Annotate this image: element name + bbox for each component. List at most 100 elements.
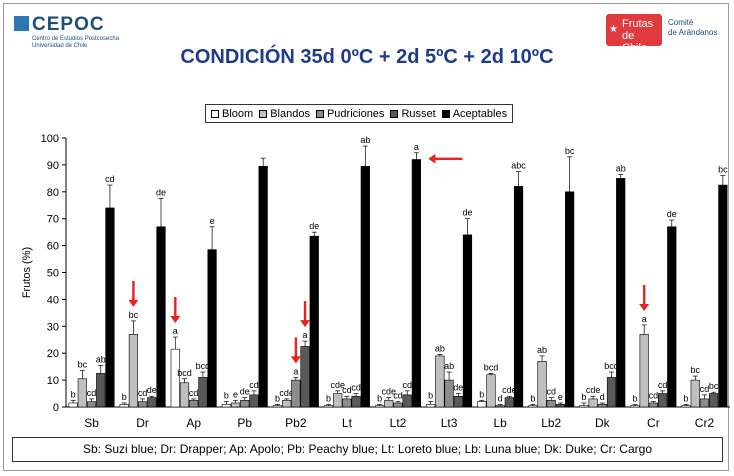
significance-label: cd xyxy=(342,385,352,395)
bar-pudriciones-dk xyxy=(597,404,607,408)
significance-label: cd xyxy=(249,380,259,390)
y-tick-label: 20 xyxy=(47,348,59,360)
significance-label: bc xyxy=(129,310,139,320)
bar-russet-lt xyxy=(351,395,361,408)
significance-label: cd xyxy=(351,383,361,393)
bar-bloom-lt2 xyxy=(374,405,385,408)
x-tick-label: Pb xyxy=(237,416,252,430)
red-arrow-head-icon xyxy=(639,303,650,311)
bar-aceptables-pb2 xyxy=(309,235,319,408)
significance-label: cd xyxy=(649,391,659,401)
bar-bloom-pb xyxy=(221,404,231,408)
bar-pudriciones-lb2 xyxy=(546,399,556,408)
bar-blandos-cr2 xyxy=(690,379,700,408)
significance-label: cde xyxy=(502,385,517,395)
cepoc-logo-text: CEPOC xyxy=(32,14,105,35)
x-tick-label: Cr xyxy=(647,416,660,430)
bar-russet-pb2 xyxy=(300,346,310,408)
significance-label: bc xyxy=(565,146,575,156)
bar-pudriciones-cr xyxy=(648,402,658,408)
y-axis-label: Frutos (%) xyxy=(21,247,33,298)
x-tick-label: Lt xyxy=(342,416,353,430)
significance-label: bc xyxy=(78,360,88,370)
star-icon: ★ xyxy=(609,24,618,35)
significance-label: cd xyxy=(658,380,668,390)
cultivar-legend-footer: Sb: Suzi blue; Dr: Drapper; Ap: Apolo; P… xyxy=(12,437,723,462)
significance-label: b xyxy=(275,393,280,403)
legend-item-aceptables: Aceptables xyxy=(441,108,507,120)
bar-pudriciones-lt xyxy=(342,398,352,408)
bar-russet-pb xyxy=(249,394,259,408)
significance-label: cd xyxy=(393,391,403,401)
significance-label: b xyxy=(428,391,433,401)
bar-blandos-pb2 xyxy=(282,399,292,408)
legend-swatch-pudriciones xyxy=(315,109,324,118)
significance-label: e xyxy=(233,389,238,399)
significance-label: d xyxy=(498,393,503,403)
significance-label: b xyxy=(224,391,229,401)
significance-label: e xyxy=(210,216,215,226)
significance-label: b xyxy=(377,393,382,403)
x-tick-label: Cr2 xyxy=(695,416,715,430)
significance-label: bcd xyxy=(484,362,499,372)
bar-bloom-cr2 xyxy=(681,405,691,408)
bar-pudriciones-lt2 xyxy=(393,402,403,408)
bar-bloom-dk xyxy=(579,405,589,408)
bar-pudriciones-pb2 xyxy=(291,379,301,408)
significance-label: de xyxy=(667,209,677,219)
frutas-logo-box: ★ Frutas de Chile xyxy=(606,14,662,54)
bar-russet-lb2 xyxy=(555,404,566,408)
significance-label: cd xyxy=(402,380,412,390)
bar-aceptables-dk xyxy=(616,178,626,408)
bar-blandos-lb xyxy=(486,374,496,408)
significance-label: cd xyxy=(105,174,115,184)
significance-label: ab xyxy=(537,345,547,355)
significance-label: b xyxy=(71,389,76,399)
red-arrow-head-icon xyxy=(428,153,436,164)
bar-russet-dk xyxy=(606,377,617,408)
bar-bloom-lt3 xyxy=(426,404,436,408)
significance-label: bc xyxy=(718,165,728,175)
y-tick-label: 50 xyxy=(47,268,59,280)
y-tick-label: 30 xyxy=(47,321,59,333)
bar-aceptables-cr xyxy=(667,226,677,408)
significance-label: bcd xyxy=(177,368,192,378)
x-tick-label: Lb2 xyxy=(541,416,561,430)
bar-russet-cr xyxy=(657,393,668,408)
significance-label: a xyxy=(642,314,647,324)
significance-label: b xyxy=(581,392,586,402)
significance-label: de xyxy=(147,385,157,395)
significance-label: de xyxy=(156,188,166,198)
significance-label: abc xyxy=(511,161,526,171)
significance-label: a xyxy=(293,366,298,376)
bar-aceptables-lt3 xyxy=(462,234,473,408)
cepoc-logo-mark xyxy=(14,16,29,31)
significance-label: bc xyxy=(691,365,701,375)
bar-aceptables-dr xyxy=(156,226,166,408)
bar-pudriciones-sb xyxy=(86,401,97,408)
significance-label: cd xyxy=(700,384,710,394)
bar-pudriciones-lb xyxy=(495,405,505,408)
legend-item-blandos: Blandos xyxy=(259,108,310,120)
bar-bloom-dr xyxy=(119,404,129,408)
bar-pudriciones-pb xyxy=(240,399,250,408)
significance-label: cde xyxy=(382,387,397,397)
significance-label: cd xyxy=(546,387,556,397)
y-tick-label: 90 xyxy=(47,160,59,172)
significance-label: cd xyxy=(138,388,148,398)
x-tick-label: Lt2 xyxy=(390,416,407,430)
significance-label: de xyxy=(462,208,472,218)
bar-blandos-sb xyxy=(77,378,87,408)
significance-label: b xyxy=(326,393,331,403)
bar-bloom-cr xyxy=(630,405,640,408)
significance-label: b xyxy=(632,393,637,403)
legend-item-pudriciones: Pudriciones xyxy=(315,108,384,120)
cepoc-logo: CEPOC Centro de Estudios Postcosecha Uni… xyxy=(14,14,124,54)
bar-aceptables-lb xyxy=(513,186,524,408)
significance-label: b xyxy=(530,393,535,403)
significance-label: d xyxy=(600,392,605,402)
bar-blandos-lt2 xyxy=(384,399,394,408)
legend-swatch-aceptables xyxy=(441,109,450,118)
red-arrow-head-icon xyxy=(290,356,301,364)
bar-blandos-ap xyxy=(179,382,190,408)
